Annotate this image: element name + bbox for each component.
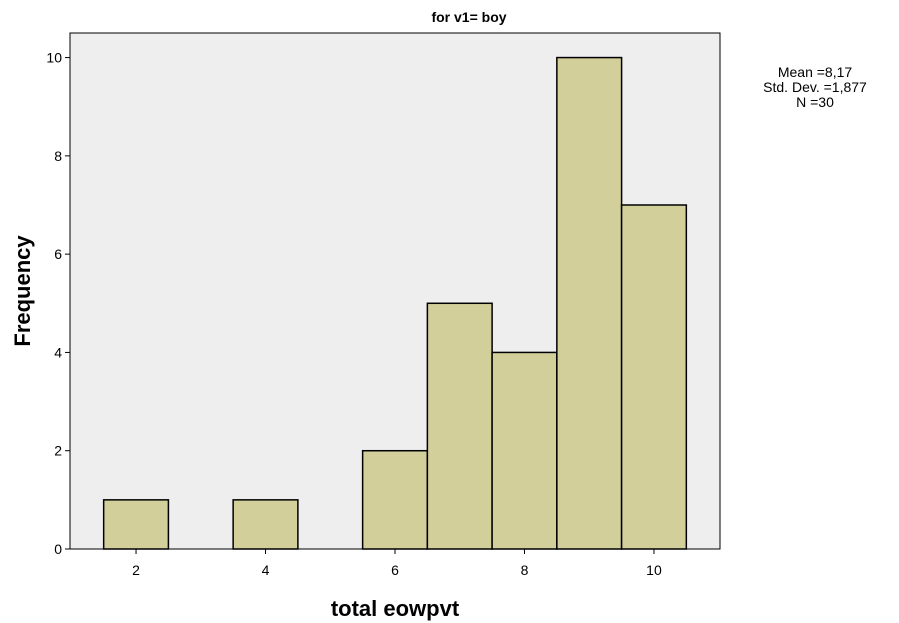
y-tick-label: 8 [54,148,62,164]
stat-std-dev: Std. Dev. =1,877 [763,79,867,95]
x-tick-label: 10 [646,562,662,578]
x-axis: 2 4 6 8 10 [132,549,662,578]
y-tick-label: 6 [54,246,62,262]
x-axis-label: total eowpvt [331,596,460,621]
y-axis: 0 2 4 6 8 10 [46,50,70,557]
x-tick-label: 2 [132,562,140,578]
summary-statistics: Mean =8,17 Std. Dev. =1,877 N =30 [745,65,885,110]
histogram-bar [361,449,429,550]
bars-group [102,56,688,550]
chart-title: for v1= boy [431,9,506,25]
y-tick-label: 2 [54,443,62,459]
histogram-bar [102,499,170,550]
y-axis-label: Frequency [10,235,35,347]
x-tick-label: 8 [521,562,529,578]
x-tick-label: 6 [391,562,399,578]
histogram-bar [556,56,623,550]
y-tick-label: 4 [54,344,62,360]
y-tick-label: 0 [54,541,62,557]
histogram-bar [620,204,688,550]
stat-mean: Mean =8,17 [777,64,853,80]
stat-n: N =30 [796,94,834,110]
histogram-bar [491,351,558,550]
x-tick-label: 4 [262,562,270,578]
histogram-bar [232,499,299,550]
histogram-bar [426,302,493,550]
y-tick-label: 10 [46,50,62,66]
